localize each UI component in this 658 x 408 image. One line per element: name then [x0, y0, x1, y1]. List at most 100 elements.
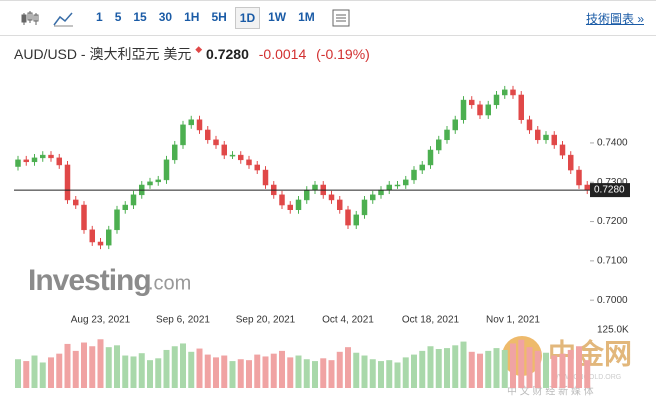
volume-bar: [518, 339, 525, 388]
candle-body: [89, 229, 95, 243]
volume-bar: [551, 355, 558, 388]
settings-icon[interactable]: [321, 3, 361, 33]
candle-body: [106, 229, 112, 246]
interval-button[interactable]: 15: [133, 10, 147, 24]
volume-tick-label: 125.0K: [597, 325, 629, 336]
candle-body: [312, 184, 318, 191]
candle-body: [139, 184, 145, 196]
candle-body: [114, 209, 120, 231]
change: -0.0014: [258, 46, 307, 62]
volume-bar: [493, 348, 500, 388]
watermark-logo: [502, 336, 542, 376]
volume-bar: [468, 351, 475, 388]
volume-bar: [270, 353, 277, 388]
volume-bar: [419, 350, 426, 388]
candle-body: [246, 159, 252, 166]
candle-body: [180, 124, 186, 146]
candle-body: [287, 204, 293, 211]
x-tick-label: Sep 6, 2021: [156, 315, 210, 326]
volume-bar: [180, 343, 186, 388]
candle-body: [337, 199, 343, 211]
volume-bar: [237, 359, 244, 388]
candle-body: [370, 194, 376, 201]
candle-body: [73, 199, 79, 206]
volume-bar: [452, 345, 459, 388]
volume-bar: [567, 349, 574, 388]
candle-body: [81, 204, 87, 231]
volume-bar: [254, 354, 261, 388]
volume-bar: [312, 361, 318, 388]
candle-body: [328, 194, 335, 201]
candle-body: [155, 179, 161, 183]
interval-button[interactable]: 5: [114, 10, 122, 24]
y-tick-label: 0.7100: [597, 256, 628, 267]
volume-bar: [411, 354, 417, 388]
x-tick-label: Oct 4, 2021: [322, 315, 374, 326]
volume-bar: [287, 357, 294, 388]
volume-bar: [460, 341, 467, 388]
volume-bar: [89, 346, 96, 388]
interval-button[interactable]: 30: [158, 10, 173, 24]
volume-bar: [501, 349, 508, 388]
x-tick-label: Nov 1, 2021: [486, 315, 540, 326]
volume-bar: [188, 351, 195, 388]
candle-body: [345, 209, 351, 226]
y-tick-label: 0.7300: [597, 177, 628, 188]
volume-bar: [48, 357, 54, 388]
volume-bar: [402, 357, 409, 388]
volume-bar: [147, 360, 153, 388]
volume-bar: [353, 352, 360, 388]
down-marker: ◆: [195, 44, 203, 54]
volume-bar: [303, 359, 310, 388]
volume-bar: [576, 346, 582, 388]
candle-body: [551, 134, 557, 146]
interval-button[interactable]: 5H: [211, 10, 227, 24]
volume-bar: [39, 362, 46, 388]
volume-bar: [204, 354, 211, 388]
volume-bar: [213, 357, 219, 388]
y-tick-label: 0.7400: [597, 138, 628, 149]
candle-body: [568, 154, 574, 171]
tech-chart-link[interactable]: 技術圖表 »: [585, 11, 644, 26]
toolbar: 1 5 15 30 1H 5H 1D 1W 1M 技術圖表 »: [0, 0, 656, 36]
chart-type-icons[interactable]: [0, 3, 90, 33]
logo-suffix: .com: [148, 272, 191, 294]
volume-bar: [279, 350, 285, 388]
volume-bar: [171, 346, 178, 388]
interval-button[interactable]: 1M: [298, 10, 315, 24]
volume-bar: [295, 355, 302, 388]
volume-bar: [221, 355, 228, 388]
interval-button[interactable]: 1H: [184, 10, 200, 24]
volume-bar: [229, 361, 236, 388]
interval-button[interactable]: 1W: [268, 10, 287, 24]
candle-body: [403, 179, 409, 186]
candle-body: [23, 159, 29, 163]
volume-bar: [138, 353, 145, 388]
candle-body: [172, 144, 178, 161]
watermark-tagline: 中 文 财 经 新 媒 体: [507, 385, 594, 398]
interval-button[interactable]: 1: [96, 10, 103, 24]
volume-bar: [31, 355, 38, 388]
watermark-name: 中金网: [548, 337, 632, 369]
volume-bar: [510, 343, 516, 388]
volume-bar: [526, 347, 533, 388]
volume-bar: [114, 345, 120, 388]
y-tick-label: 0.7000: [597, 295, 628, 306]
volume-bar: [97, 339, 104, 388]
candle-body: [48, 154, 54, 159]
volume-bar: [386, 360, 393, 388]
volume-bar: [15, 359, 21, 388]
volume-bar: [155, 358, 162, 388]
volume-bar: [23, 361, 30, 388]
candle-body: [361, 199, 368, 216]
volume-bar: [56, 353, 63, 388]
candle-body: [535, 129, 541, 141]
interval-button[interactable]: 1D: [234, 7, 261, 29]
volume-bar: [163, 349, 170, 388]
candle-body: [196, 119, 203, 131]
volume-bar: [485, 350, 492, 388]
candle-body: [122, 204, 128, 211]
volume-bar: [336, 351, 343, 388]
candle-body: [64, 164, 71, 201]
volume-bar: [81, 342, 87, 388]
